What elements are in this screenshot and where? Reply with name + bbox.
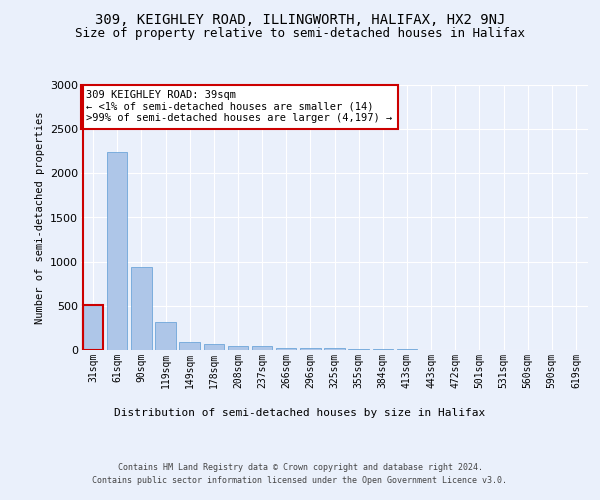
Text: 309, KEIGHLEY ROAD, ILLINGWORTH, HALIFAX, HX2 9NJ: 309, KEIGHLEY ROAD, ILLINGWORTH, HALIFAX…	[95, 12, 505, 26]
Bar	[131, 267, 152, 350]
Bar	[155, 322, 176, 350]
Bar	[179, 342, 200, 350]
Y-axis label: Number of semi-detached properties: Number of semi-detached properties	[35, 112, 44, 324]
Bar	[349, 349, 369, 350]
Bar	[107, 152, 127, 350]
Bar	[252, 346, 272, 350]
Text: Contains public sector information licensed under the Open Government Licence v3: Contains public sector information licen…	[92, 476, 508, 485]
Bar	[83, 305, 103, 350]
Text: Distribution of semi-detached houses by size in Halifax: Distribution of semi-detached houses by …	[115, 408, 485, 418]
Bar	[227, 346, 248, 350]
Bar	[300, 348, 320, 350]
Bar	[276, 348, 296, 350]
Text: Size of property relative to semi-detached houses in Halifax: Size of property relative to semi-detach…	[75, 28, 525, 40]
Text: 309 KEIGHLEY ROAD: 39sqm
← <1% of semi-detached houses are smaller (14)
>99% of : 309 KEIGHLEY ROAD: 39sqm ← <1% of semi-d…	[86, 90, 392, 124]
Bar	[324, 348, 345, 350]
Bar	[373, 349, 393, 350]
Text: Contains HM Land Registry data © Crown copyright and database right 2024.: Contains HM Land Registry data © Crown c…	[118, 462, 482, 471]
Bar	[203, 344, 224, 350]
